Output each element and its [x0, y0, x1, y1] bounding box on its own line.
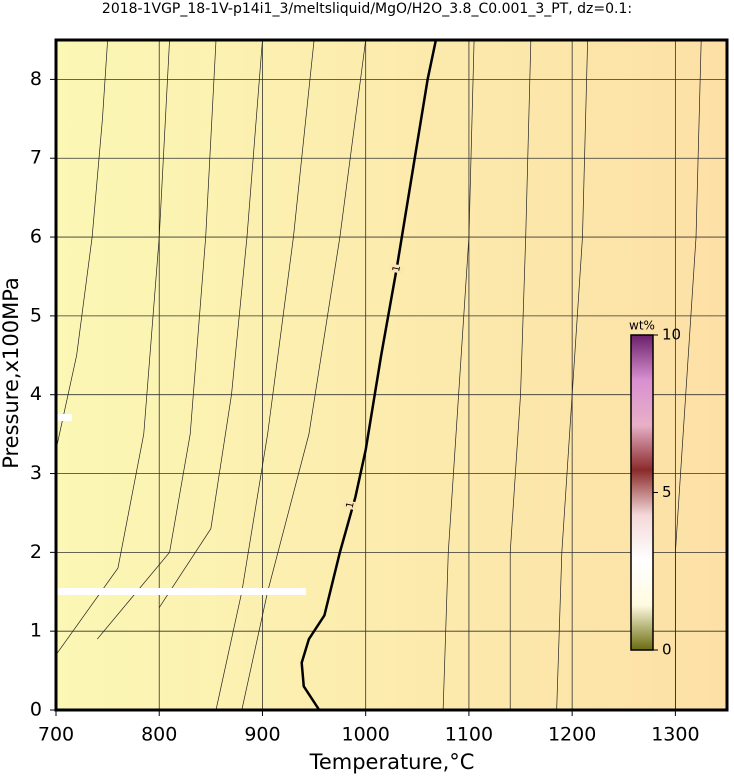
x-tick-label: 1000 [342, 724, 390, 746]
contour-line [215, 39, 315, 711]
y-axis-label: Pressure,x100MPa [0, 277, 23, 469]
x-tick-label: 800 [141, 724, 177, 746]
contour-label: 1 [391, 264, 403, 273]
x-tick-label: 900 [244, 724, 280, 746]
y-tick-label: 4 [30, 383, 42, 405]
y-tick-label: 1 [30, 620, 42, 642]
contour-line [55, 39, 170, 656]
data-gap [56, 588, 306, 595]
contour-line [509, 39, 532, 710]
y-tick-label: 6 [30, 226, 42, 248]
y-tick-label: 7 [30, 147, 42, 169]
x-tick-label: 1200 [548, 724, 596, 746]
main-contour [300, 39, 438, 711]
y-tick-label: 0 [30, 699, 42, 721]
contour-line [675, 39, 702, 710]
contour-label-bg [388, 263, 405, 274]
chart-title: 2018-1VGP_18-1V-p14i1_3/meltsliquid/MgO/… [102, 1, 632, 17]
y-tick-label: 3 [30, 462, 42, 484]
contour-line [241, 39, 367, 711]
plot-background [56, 40, 727, 710]
plot-frame [54, 38, 729, 712]
y-tick-label: 2 [30, 541, 42, 563]
contour-line [556, 39, 588, 711]
contour-label-bg [342, 499, 358, 511]
contour-line [55, 39, 108, 450]
colorbar-tick-label: 5 [662, 483, 672, 501]
data-gap [56, 414, 72, 421]
x-tick-label: 1300 [651, 724, 699, 746]
colorbar-tick-label: 10 [662, 326, 681, 344]
x-axis-label: Temperature,°C [309, 750, 475, 774]
contour-line [158, 39, 263, 608]
colorbar-tick-label: 0 [662, 641, 672, 659]
colorbar-label: wt% [629, 319, 655, 333]
y-tick-label: 8 [30, 68, 42, 90]
y-tick-label: 5 [30, 304, 42, 326]
contour-label: 1 [345, 501, 357, 510]
x-tick-label: 700 [38, 724, 74, 746]
colorbar [630, 334, 654, 651]
contour-line [97, 39, 217, 640]
x-tick-label: 1100 [445, 724, 493, 746]
contour-line [442, 39, 475, 711]
